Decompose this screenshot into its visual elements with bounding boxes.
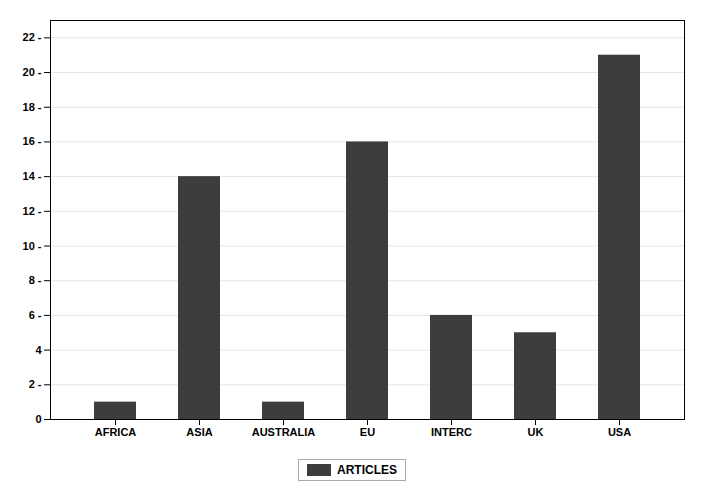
svg-text:AUSTRALIA: AUSTRALIA — [252, 426, 316, 438]
svg-text:INTERC: INTERC — [431, 426, 472, 438]
svg-text:10 -: 10 - — [23, 240, 42, 252]
svg-text:2 -: 2 - — [29, 378, 42, 390]
svg-text:0: 0 — [35, 413, 41, 425]
html-text:ARTICLES: ARTICLES — [337, 463, 397, 477]
svg-text:8 -: 8 - — [29, 274, 42, 286]
svg-text:6 -: 6 - — [29, 309, 42, 321]
svg-text:16 -: 16 - — [23, 135, 42, 147]
svg-text:4: 4 — [35, 344, 42, 356]
svg-text:14 -: 14 - — [23, 170, 42, 182]
svg-text:20 -: 20 - — [23, 66, 42, 78]
svg-text:USA: USA — [608, 426, 631, 438]
svg-text:UK: UK — [528, 426, 544, 438]
svg-text:18 -: 18 - — [23, 101, 42, 113]
svg-text:AFRICA: AFRICA — [95, 426, 137, 438]
svg-text:12 -: 12 - — [23, 205, 42, 217]
svg-text:22 -: 22 - — [23, 31, 42, 43]
svg-text:EU: EU — [360, 426, 375, 438]
svg-text:ASIA: ASIA — [186, 426, 212, 438]
